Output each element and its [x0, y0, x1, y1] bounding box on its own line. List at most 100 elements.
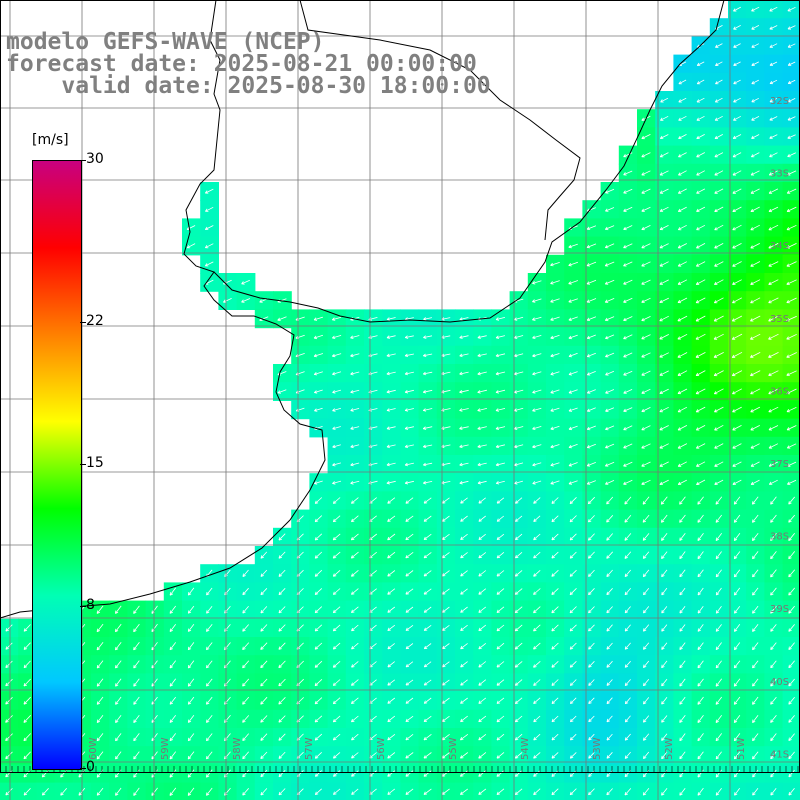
- wind-arrow: [187, 696, 195, 705]
- wind-arrow: [770, 587, 777, 596]
- wind-arrow: [133, 769, 140, 778]
- wind-arrow: [496, 770, 505, 777]
- speed-cell: [273, 618, 292, 638]
- speed-cell: [364, 655, 383, 674]
- speed-cell: [709, 200, 729, 219]
- longitude-label: 60W: [88, 737, 99, 760]
- speed-cell: [746, 182, 765, 201]
- wind-arrow: [679, 678, 686, 687]
- wind-arrow: [604, 225, 615, 231]
- wind-arrow: [96, 605, 104, 614]
- wind-arrow: [514, 480, 524, 485]
- speed-cell: [637, 127, 656, 147]
- wind-arrow: [333, 770, 341, 777]
- wind-arrow: [696, 97, 705, 103]
- wind-arrow: [643, 733, 650, 741]
- speed-cell: [655, 473, 674, 492]
- wind-arrow: [623, 316, 633, 322]
- speed-cell: [728, 473, 747, 492]
- wind-arrow: [169, 787, 177, 796]
- speed-cell: [764, 400, 784, 420]
- wind-arrow: [768, 370, 779, 377]
- wind-arrow: [659, 461, 669, 467]
- wind-arrow: [586, 371, 596, 376]
- wind-arrow: [514, 624, 523, 632]
- wind-arrow: [679, 606, 686, 614]
- wind-arrow: [550, 407, 560, 412]
- wind-arrow: [750, 188, 760, 194]
- speed-cell: [291, 709, 310, 729]
- wind-arrow: [551, 588, 559, 595]
- coastline-uruguay: [213, 0, 725, 323]
- wind-arrow: [715, 624, 722, 632]
- wind-arrow: [605, 389, 615, 394]
- wind-arrow: [206, 624, 213, 632]
- wind-arrow: [733, 714, 741, 723]
- wind-arrow: [788, 642, 795, 650]
- speed-cell: [673, 455, 693, 474]
- wind-arrow: [769, 43, 778, 48]
- wind-arrow: [770, 514, 777, 523]
- wind-arrow: [169, 678, 177, 687]
- speed-cell: [254, 673, 274, 693]
- wind-arrow: [713, 388, 724, 395]
- wind-arrow: [606, 660, 613, 668]
- wind-arrow: [623, 297, 633, 303]
- wind-arrow: [187, 787, 195, 796]
- wind-arrow: [532, 444, 542, 449]
- wind-arrow: [697, 569, 704, 578]
- longitude-label: 52W: [664, 737, 675, 760]
- wind-arrow: [314, 606, 323, 614]
- wind-arrow: [532, 280, 542, 285]
- speed-cell: [527, 582, 547, 602]
- speed-cell: [200, 582, 219, 602]
- speed-cell: [200, 236, 219, 256]
- wind-arrow: [733, 532, 741, 541]
- wind-arrow: [514, 715, 523, 723]
- speed-cell: [728, 36, 747, 56]
- wind-arrow: [550, 371, 560, 376]
- speed-cell: [600, 673, 620, 693]
- wind-arrow: [568, 407, 578, 412]
- wind-arrow: [714, 461, 724, 467]
- wind-arrow: [788, 678, 795, 687]
- wind-arrow: [460, 697, 468, 704]
- speed-cell: [764, 582, 784, 602]
- speed-cell: [655, 364, 674, 383]
- wind-arrow: [732, 243, 742, 249]
- wind-arrow: [733, 733, 741, 742]
- wind-arrow: [551, 569, 559, 577]
- wind-arrow: [588, 733, 595, 741]
- wind-arrow: [659, 279, 669, 285]
- wind-arrow: [533, 570, 541, 577]
- speed-cell: [527, 637, 547, 656]
- wind-arrow: [313, 316, 324, 321]
- speed-cell: [546, 564, 565, 583]
- speed-cell: [509, 655, 529, 674]
- wind-arrow: [677, 261, 687, 267]
- speed-cell: [673, 291, 693, 310]
- wind-arrow: [586, 462, 596, 467]
- wind-arrow: [734, 642, 741, 651]
- speed-cell: [582, 673, 602, 693]
- wind-arrow: [606, 752, 613, 759]
- speed-cell: [491, 600, 511, 620]
- speed-cell: [764, 0, 784, 19]
- wind-arrow: [641, 479, 651, 485]
- wind-arrow: [242, 642, 250, 650]
- wind-arrow: [533, 752, 541, 759]
- wind-arrow: [641, 370, 651, 376]
- wind-arrow: [641, 334, 651, 340]
- wind-arrow: [677, 243, 687, 249]
- speed-cell: [436, 709, 456, 729]
- speed-cell: [746, 655, 765, 674]
- speed-cell: [637, 637, 656, 656]
- wind-arrow: [734, 569, 741, 578]
- wind-arrow: [460, 679, 468, 686]
- speed-cell: [673, 273, 693, 292]
- speed-cell: [746, 327, 765, 347]
- speed-cell: [163, 764, 183, 784]
- speed-cell: [473, 673, 492, 693]
- wind-arrow: [133, 642, 140, 651]
- wind-arrow: [314, 697, 323, 705]
